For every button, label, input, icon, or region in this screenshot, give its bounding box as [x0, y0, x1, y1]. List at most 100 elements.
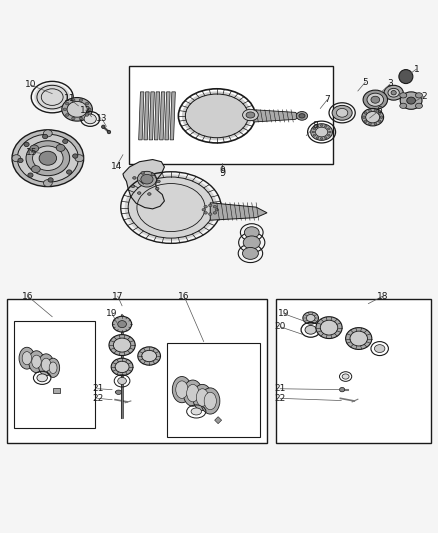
Ellipse shape	[367, 93, 384, 106]
Ellipse shape	[363, 90, 388, 109]
Ellipse shape	[28, 351, 44, 373]
Text: 22: 22	[92, 394, 103, 403]
Ellipse shape	[374, 345, 385, 352]
Polygon shape	[149, 92, 154, 140]
Ellipse shape	[363, 116, 365, 118]
Ellipse shape	[109, 335, 135, 356]
Ellipse shape	[183, 380, 202, 406]
Ellipse shape	[39, 151, 57, 165]
Text: 22: 22	[275, 394, 286, 403]
Text: 13: 13	[96, 115, 108, 124]
Ellipse shape	[369, 109, 371, 112]
Ellipse shape	[157, 180, 160, 183]
Ellipse shape	[346, 328, 372, 350]
Text: 5: 5	[362, 78, 368, 87]
Ellipse shape	[315, 127, 328, 137]
Ellipse shape	[32, 355, 41, 368]
Ellipse shape	[378, 112, 381, 115]
Ellipse shape	[399, 70, 413, 84]
Ellipse shape	[391, 91, 396, 95]
Ellipse shape	[26, 141, 70, 176]
Ellipse shape	[378, 120, 381, 123]
Ellipse shape	[37, 374, 47, 382]
Text: 9: 9	[219, 166, 226, 175]
Ellipse shape	[342, 374, 349, 379]
Ellipse shape	[371, 96, 380, 103]
Text: 1: 1	[413, 64, 419, 74]
Ellipse shape	[246, 112, 255, 118]
Ellipse shape	[102, 125, 105, 128]
Ellipse shape	[88, 108, 91, 111]
Polygon shape	[165, 92, 170, 140]
Ellipse shape	[369, 123, 371, 125]
Ellipse shape	[46, 358, 60, 377]
Ellipse shape	[63, 108, 67, 111]
Ellipse shape	[30, 145, 39, 152]
Ellipse shape	[364, 112, 367, 115]
Text: 3: 3	[387, 79, 393, 88]
Ellipse shape	[43, 130, 52, 137]
Text: 16: 16	[22, 292, 34, 301]
Ellipse shape	[142, 350, 156, 362]
Ellipse shape	[28, 173, 33, 177]
Ellipse shape	[244, 227, 259, 238]
Ellipse shape	[85, 102, 89, 105]
Ellipse shape	[22, 352, 32, 365]
Ellipse shape	[202, 208, 205, 211]
Ellipse shape	[85, 114, 89, 116]
Polygon shape	[215, 417, 222, 424]
Ellipse shape	[84, 114, 96, 124]
Ellipse shape	[243, 236, 260, 249]
Ellipse shape	[18, 158, 23, 163]
Ellipse shape	[325, 137, 327, 139]
Bar	[130, 66, 332, 164]
Text: 11: 11	[64, 94, 75, 103]
Ellipse shape	[172, 376, 191, 403]
Polygon shape	[144, 92, 149, 140]
Ellipse shape	[196, 389, 208, 406]
Ellipse shape	[325, 125, 327, 127]
Bar	[14, 321, 95, 428]
Text: 8: 8	[312, 122, 318, 131]
Ellipse shape	[400, 103, 407, 108]
Polygon shape	[154, 92, 159, 140]
Text: 2: 2	[421, 92, 427, 101]
Ellipse shape	[299, 114, 305, 118]
Ellipse shape	[75, 155, 84, 161]
Ellipse shape	[73, 154, 78, 158]
Ellipse shape	[116, 390, 122, 394]
Ellipse shape	[380, 116, 383, 118]
Bar	[166, 343, 261, 437]
Ellipse shape	[138, 347, 160, 365]
Bar	[276, 299, 431, 443]
Ellipse shape	[34, 84, 70, 111]
Text: 9: 9	[219, 168, 226, 178]
Ellipse shape	[141, 172, 145, 174]
Ellipse shape	[208, 204, 212, 207]
Ellipse shape	[49, 362, 57, 374]
Ellipse shape	[400, 92, 422, 109]
Text: 19: 19	[106, 309, 118, 318]
Text: 14: 14	[111, 161, 122, 171]
Ellipse shape	[213, 205, 217, 208]
Text: 20: 20	[275, 322, 286, 331]
Ellipse shape	[65, 102, 69, 105]
Ellipse shape	[407, 97, 416, 104]
Ellipse shape	[56, 144, 65, 151]
Ellipse shape	[182, 92, 252, 140]
Text: 17: 17	[112, 292, 124, 301]
Text: 18: 18	[377, 292, 389, 301]
Ellipse shape	[320, 138, 323, 140]
Ellipse shape	[133, 176, 136, 179]
Ellipse shape	[364, 120, 367, 123]
Ellipse shape	[38, 354, 54, 376]
Ellipse shape	[113, 338, 131, 352]
Ellipse shape	[191, 408, 201, 415]
Ellipse shape	[67, 101, 87, 117]
Ellipse shape	[79, 117, 83, 120]
Ellipse shape	[71, 99, 75, 101]
Ellipse shape	[243, 247, 258, 260]
Text: 7: 7	[325, 95, 330, 104]
Ellipse shape	[306, 314, 315, 321]
Ellipse shape	[115, 361, 129, 373]
